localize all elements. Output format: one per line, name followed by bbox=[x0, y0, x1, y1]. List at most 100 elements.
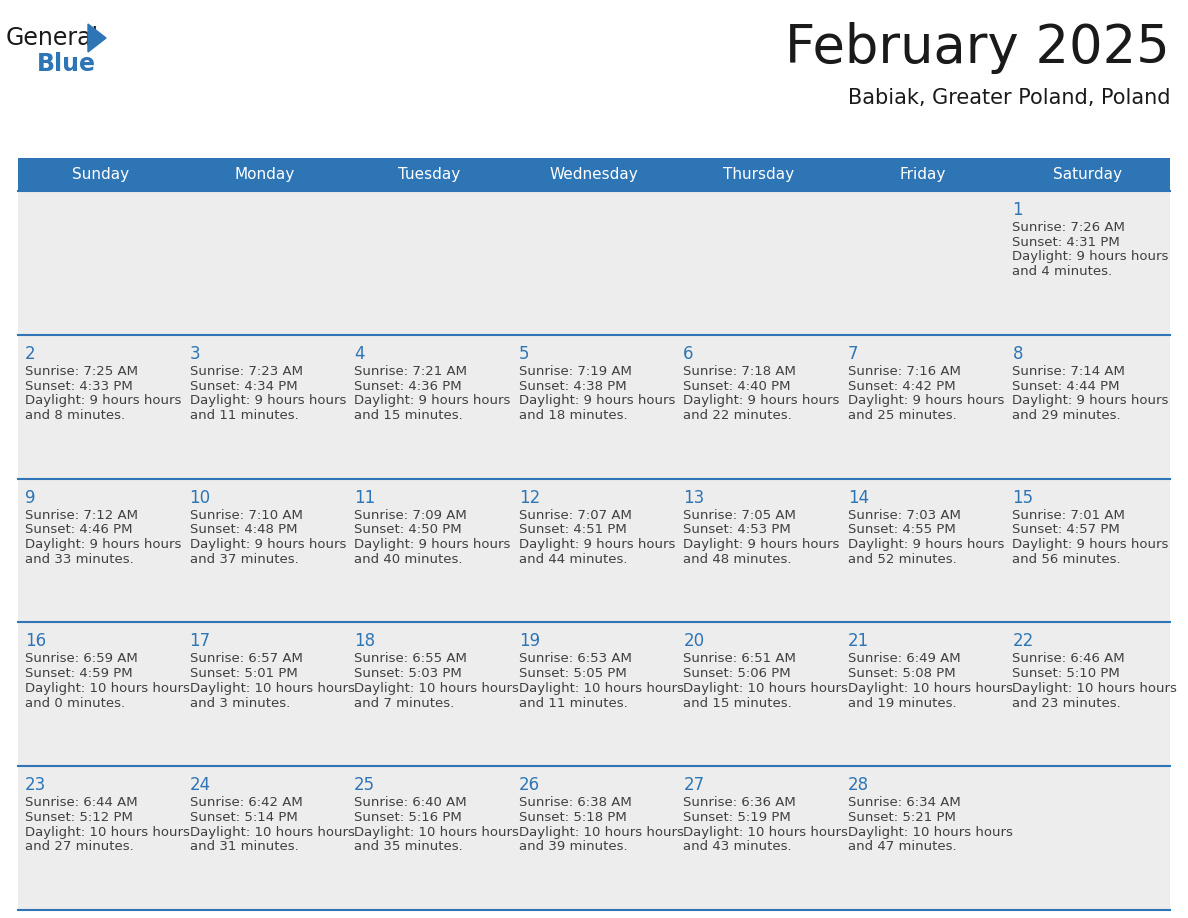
Text: Sunset: 5:08 PM: Sunset: 5:08 PM bbox=[848, 667, 955, 680]
Bar bbox=[676, 191, 841, 335]
Bar bbox=[841, 478, 1005, 622]
Bar bbox=[676, 335, 841, 478]
Text: 21: 21 bbox=[848, 633, 870, 650]
Text: Sunrise: 6:55 AM: Sunrise: 6:55 AM bbox=[354, 653, 467, 666]
Text: 25: 25 bbox=[354, 777, 375, 794]
Text: Daylight: 10 hours hours: Daylight: 10 hours hours bbox=[190, 825, 354, 839]
Text: and 4 minutes.: and 4 minutes. bbox=[1012, 265, 1112, 278]
Text: Sunset: 4:50 PM: Sunset: 4:50 PM bbox=[354, 523, 462, 536]
Text: and 15 minutes.: and 15 minutes. bbox=[683, 697, 792, 710]
Text: Sunrise: 7:07 AM: Sunrise: 7:07 AM bbox=[519, 509, 632, 521]
Text: and 27 minutes.: and 27 minutes. bbox=[25, 840, 134, 854]
Bar bbox=[512, 478, 676, 622]
Text: Sunrise: 7:03 AM: Sunrise: 7:03 AM bbox=[848, 509, 961, 521]
Text: 4: 4 bbox=[354, 345, 365, 363]
Text: Sunset: 4:36 PM: Sunset: 4:36 PM bbox=[354, 379, 462, 393]
Bar bbox=[841, 767, 1005, 910]
Text: Daylight: 10 hours hours: Daylight: 10 hours hours bbox=[354, 825, 519, 839]
Text: Sunset: 4:33 PM: Sunset: 4:33 PM bbox=[25, 379, 133, 393]
Text: Sunset: 4:31 PM: Sunset: 4:31 PM bbox=[1012, 236, 1120, 249]
Text: Sunrise: 6:49 AM: Sunrise: 6:49 AM bbox=[848, 653, 960, 666]
Text: and 56 minutes.: and 56 minutes. bbox=[1012, 553, 1121, 565]
Text: Daylight: 9 hours hours: Daylight: 9 hours hours bbox=[354, 538, 511, 551]
Text: Sunrise: 6:36 AM: Sunrise: 6:36 AM bbox=[683, 796, 796, 809]
Text: Sunrise: 7:21 AM: Sunrise: 7:21 AM bbox=[354, 364, 467, 378]
Bar bbox=[347, 335, 512, 478]
Text: 6: 6 bbox=[683, 345, 694, 363]
Text: and 19 minutes.: and 19 minutes. bbox=[848, 697, 956, 710]
Text: 20: 20 bbox=[683, 633, 704, 650]
Text: Daylight: 10 hours hours: Daylight: 10 hours hours bbox=[683, 825, 848, 839]
Bar bbox=[347, 622, 512, 767]
Text: and 52 minutes.: and 52 minutes. bbox=[848, 553, 956, 565]
Text: and 44 minutes.: and 44 minutes. bbox=[519, 553, 627, 565]
Text: Babiak, Greater Poland, Poland: Babiak, Greater Poland, Poland bbox=[847, 88, 1170, 108]
Text: Sunrise: 6:40 AM: Sunrise: 6:40 AM bbox=[354, 796, 467, 809]
Text: 16: 16 bbox=[25, 633, 46, 650]
Text: Sunrise: 7:16 AM: Sunrise: 7:16 AM bbox=[848, 364, 961, 378]
Text: Sunset: 5:12 PM: Sunset: 5:12 PM bbox=[25, 811, 133, 824]
Text: 18: 18 bbox=[354, 633, 375, 650]
Text: and 7 minutes.: and 7 minutes. bbox=[354, 697, 454, 710]
Text: Sunset: 4:59 PM: Sunset: 4:59 PM bbox=[25, 667, 133, 680]
Text: Daylight: 9 hours hours: Daylight: 9 hours hours bbox=[519, 538, 675, 551]
Text: Daylight: 9 hours hours: Daylight: 9 hours hours bbox=[683, 538, 840, 551]
Text: and 40 minutes.: and 40 minutes. bbox=[354, 553, 462, 565]
Bar bbox=[512, 335, 676, 478]
Text: Sunset: 5:21 PM: Sunset: 5:21 PM bbox=[848, 811, 955, 824]
Bar bbox=[18, 478, 183, 622]
Text: and 37 minutes.: and 37 minutes. bbox=[190, 553, 298, 565]
Text: Daylight: 10 hours hours: Daylight: 10 hours hours bbox=[25, 825, 190, 839]
Text: 14: 14 bbox=[848, 488, 868, 507]
Text: 23: 23 bbox=[25, 777, 46, 794]
Text: Sunset: 4:34 PM: Sunset: 4:34 PM bbox=[190, 379, 297, 393]
Text: Saturday: Saturday bbox=[1054, 167, 1123, 182]
Text: and 3 minutes.: and 3 minutes. bbox=[190, 697, 290, 710]
Bar bbox=[512, 191, 676, 335]
Text: Sunset: 4:57 PM: Sunset: 4:57 PM bbox=[1012, 523, 1120, 536]
Text: Daylight: 9 hours hours: Daylight: 9 hours hours bbox=[683, 394, 840, 408]
Text: Sunset: 5:06 PM: Sunset: 5:06 PM bbox=[683, 667, 791, 680]
Bar bbox=[676, 478, 841, 622]
Text: Sunrise: 6:46 AM: Sunrise: 6:46 AM bbox=[1012, 653, 1125, 666]
Text: Sunset: 5:01 PM: Sunset: 5:01 PM bbox=[190, 667, 297, 680]
Text: and 15 minutes.: and 15 minutes. bbox=[354, 409, 463, 422]
Text: 13: 13 bbox=[683, 488, 704, 507]
Text: Sunrise: 6:57 AM: Sunrise: 6:57 AM bbox=[190, 653, 303, 666]
Text: Sunset: 4:38 PM: Sunset: 4:38 PM bbox=[519, 379, 626, 393]
Bar bbox=[1005, 767, 1170, 910]
Text: 8: 8 bbox=[1012, 345, 1023, 363]
Bar bbox=[1005, 622, 1170, 767]
Text: 2: 2 bbox=[25, 345, 36, 363]
Text: Daylight: 9 hours hours: Daylight: 9 hours hours bbox=[848, 538, 1004, 551]
Text: and 47 minutes.: and 47 minutes. bbox=[848, 840, 956, 854]
Text: and 39 minutes.: and 39 minutes. bbox=[519, 840, 627, 854]
Bar bbox=[18, 191, 183, 335]
Bar bbox=[676, 622, 841, 767]
Bar bbox=[183, 478, 347, 622]
Text: Sunset: 5:14 PM: Sunset: 5:14 PM bbox=[190, 811, 297, 824]
Bar bbox=[1005, 478, 1170, 622]
Text: Monday: Monday bbox=[235, 167, 295, 182]
Text: Sunset: 4:44 PM: Sunset: 4:44 PM bbox=[1012, 379, 1120, 393]
Bar bbox=[347, 478, 512, 622]
Text: Sunrise: 7:25 AM: Sunrise: 7:25 AM bbox=[25, 364, 138, 378]
Text: 28: 28 bbox=[848, 777, 868, 794]
Text: Sunrise: 6:59 AM: Sunrise: 6:59 AM bbox=[25, 653, 138, 666]
Text: Thursday: Thursday bbox=[723, 167, 794, 182]
Text: Sunset: 4:48 PM: Sunset: 4:48 PM bbox=[190, 523, 297, 536]
Text: Sunrise: 6:34 AM: Sunrise: 6:34 AM bbox=[848, 796, 961, 809]
Text: Sunrise: 6:44 AM: Sunrise: 6:44 AM bbox=[25, 796, 138, 809]
Text: 27: 27 bbox=[683, 777, 704, 794]
Text: Sunrise: 7:19 AM: Sunrise: 7:19 AM bbox=[519, 364, 632, 378]
Bar bbox=[841, 622, 1005, 767]
Text: and 18 minutes.: and 18 minutes. bbox=[519, 409, 627, 422]
Text: Sunset: 4:46 PM: Sunset: 4:46 PM bbox=[25, 523, 133, 536]
Text: Sunrise: 7:23 AM: Sunrise: 7:23 AM bbox=[190, 364, 303, 378]
Text: and 22 minutes.: and 22 minutes. bbox=[683, 409, 792, 422]
Text: Daylight: 10 hours hours: Daylight: 10 hours hours bbox=[25, 682, 190, 695]
Text: Sunset: 5:10 PM: Sunset: 5:10 PM bbox=[1012, 667, 1120, 680]
Bar bbox=[512, 767, 676, 910]
Text: Daylight: 10 hours hours: Daylight: 10 hours hours bbox=[519, 825, 683, 839]
Polygon shape bbox=[88, 24, 106, 52]
